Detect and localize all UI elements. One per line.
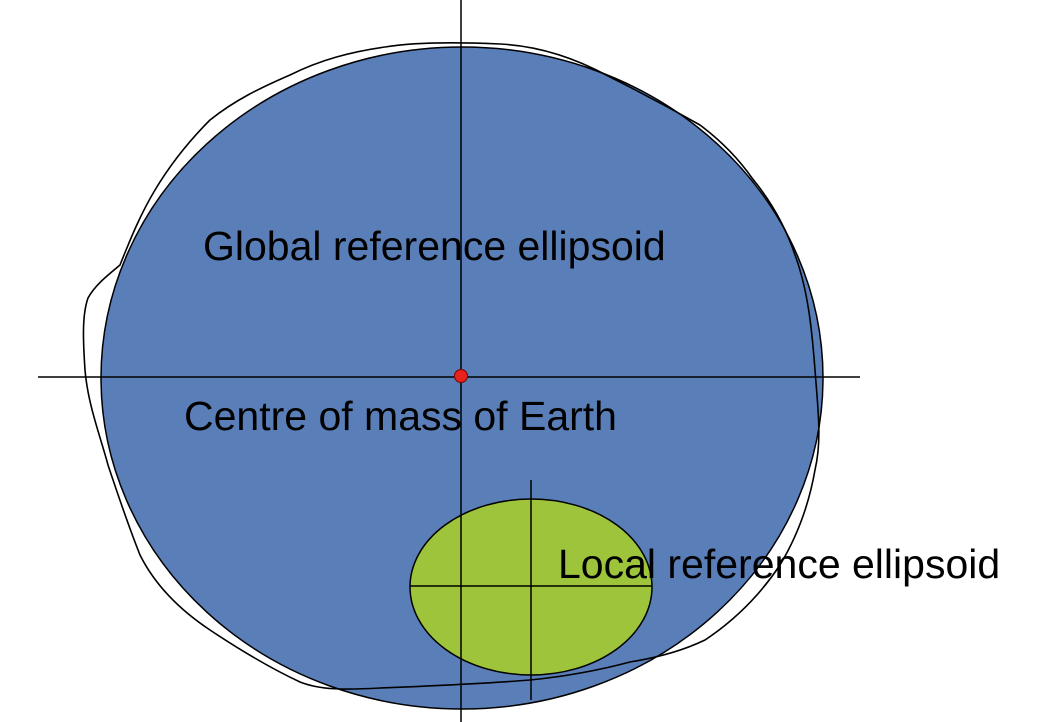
centre-of-mass-label: Centre of mass of Earth <box>184 393 617 439</box>
global-ellipsoid-label: Global reference ellipsoid <box>203 223 666 269</box>
geoid-outline <box>82 41 820 690</box>
local-ellipsoid-label: Local reference ellipsoid <box>558 541 1000 587</box>
centre-of-mass-point <box>454 369 468 383</box>
